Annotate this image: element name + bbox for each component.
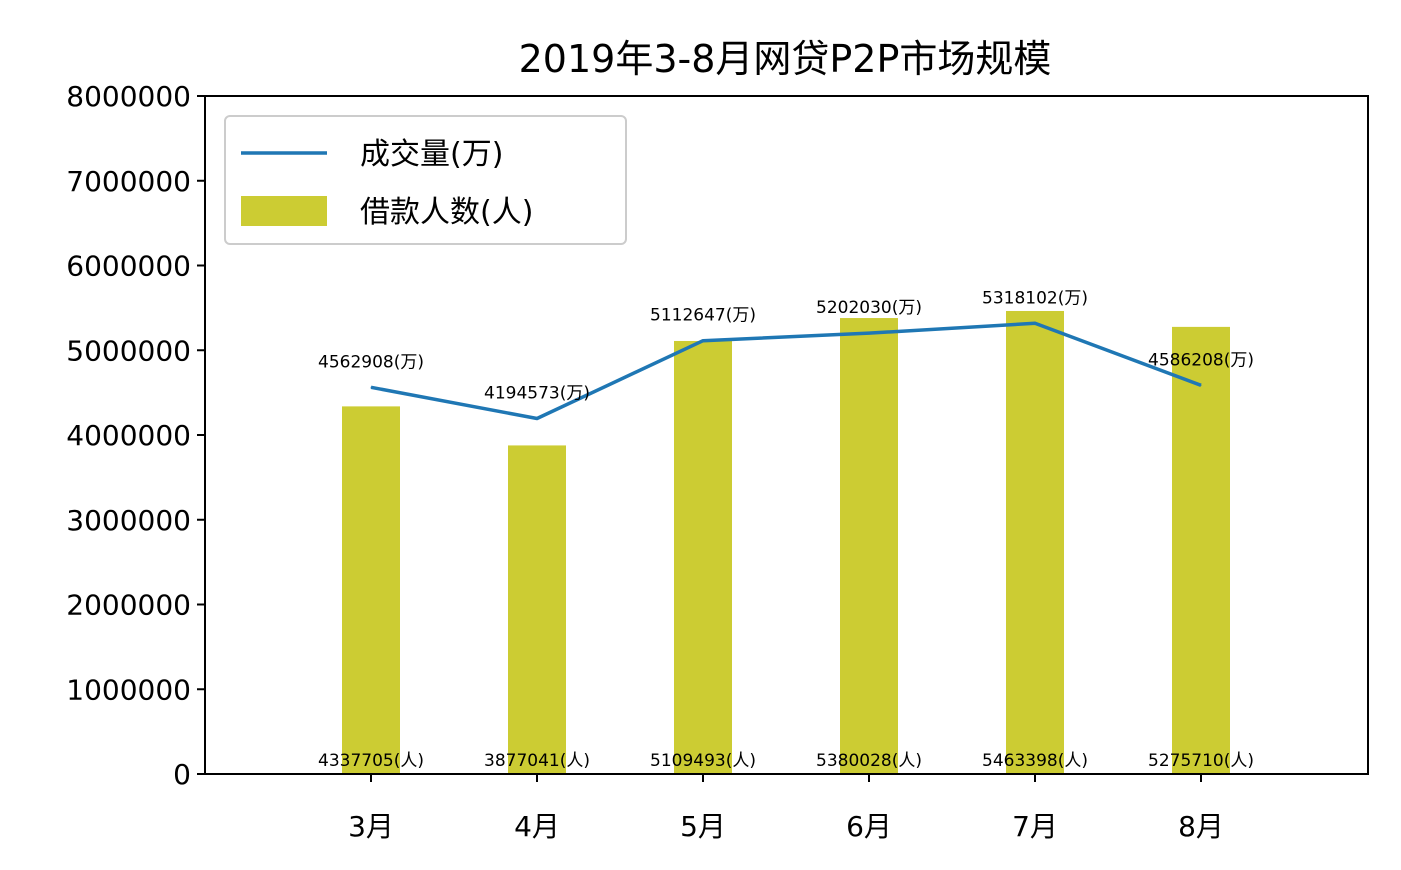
x-tick-label: 6月: [846, 810, 892, 843]
bar-data-label: 5275710(人): [1148, 751, 1254, 771]
chart-title: 2019年3-8月网贷P2P市场规模: [519, 37, 1052, 81]
bar: [1006, 310, 1064, 774]
y-tick-label: 2000000: [66, 589, 191, 622]
bar: [1172, 326, 1230, 774]
y-axis: 0 1000000 2000000 3000000 4000000 5000000 6000…: [66, 80, 205, 791]
line-point: [702, 340, 704, 342]
x-tick-label: 5月: [680, 810, 726, 843]
line-data-label: 4194573(万): [484, 384, 590, 404]
y-tick-label: 6000000: [66, 250, 191, 283]
x-tick-label: 7月: [1012, 810, 1058, 843]
x-tick-label: 4月: [514, 810, 560, 843]
data-labels: 4562908(万) 4194573(万) 5112647(万) 5202030(万)…: [318, 288, 1254, 771]
line-series: [370, 321, 1202, 421]
line-point: [536, 418, 538, 420]
y-tick-label: 8000000: [66, 80, 191, 113]
legend-label-borrowers: 借款人数(人): [360, 195, 533, 230]
y-tick-label: 0: [173, 758, 191, 791]
bar: [674, 340, 732, 774]
y-tick-label: 1000000: [66, 673, 191, 706]
line-data-label: 5112647(万): [650, 306, 756, 326]
line-point: [370, 386, 372, 388]
x-tick-label: 8月: [1178, 810, 1224, 843]
line-data-label: 5202030(万): [816, 298, 922, 318]
line-point: [1034, 322, 1036, 324]
bar: [342, 406, 400, 774]
bar-data-label: 5109493(人): [650, 751, 756, 771]
bar-data-label: 4337705(人): [318, 751, 424, 771]
bar-data-label: 5380028(人): [816, 751, 922, 771]
bar-data-label: 3877041(人): [484, 751, 590, 771]
y-tick-label: 4000000: [66, 419, 191, 452]
bar: [508, 445, 566, 774]
x-axis: 3月 4月 5月 6月 7月 8月: [348, 774, 1224, 843]
line-series-path: [370, 321, 1202, 421]
y-tick-label: 5000000: [66, 334, 191, 367]
legend-label-volume: 成交量(万): [360, 137, 503, 172]
bar-data-label: 5463398(人): [982, 751, 1088, 771]
line-data-label: 4586208(万): [1148, 350, 1254, 370]
line-point: [1200, 384, 1202, 386]
y-tick-label: 7000000: [66, 165, 191, 198]
line-data-label: 5318102(万): [982, 288, 1088, 308]
legend-bar-swatch: [241, 196, 327, 226]
line-data-label: 4562908(万): [318, 352, 424, 372]
y-tick-label: 3000000: [66, 504, 191, 537]
x-tick-label: 3月: [348, 810, 394, 843]
bar: [840, 318, 898, 774]
line-point: [868, 332, 870, 334]
legend: 成交量(万) 借款人数(人): [224, 115, 627, 245]
bar-series: [342, 310, 1230, 774]
